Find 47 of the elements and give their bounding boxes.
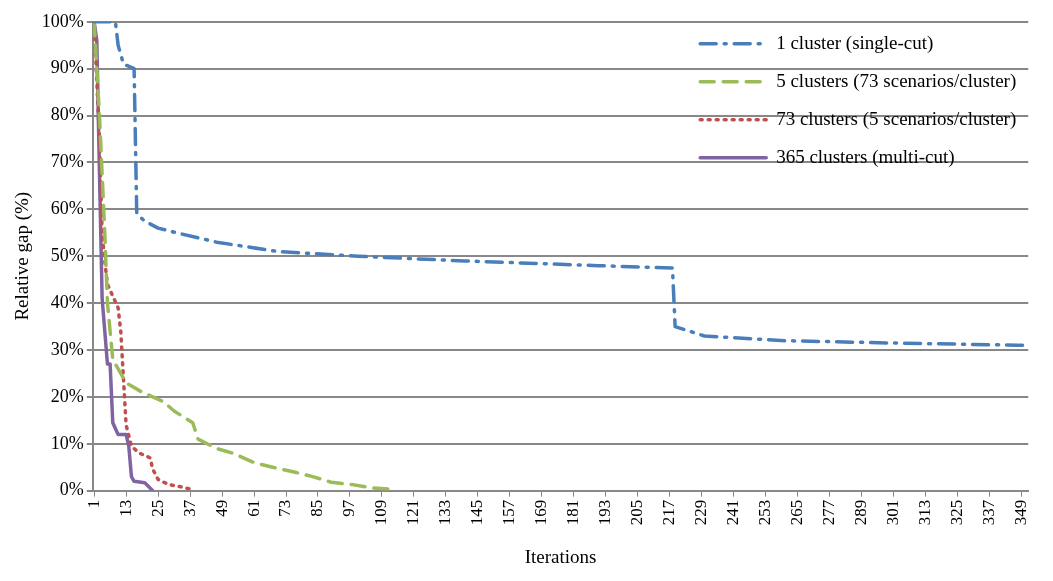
y-tick-label: 70% [50, 151, 84, 172]
x-tick-label: 205 [627, 499, 647, 526]
x-tick-label: 97 [339, 499, 359, 517]
x-tick-label: 157 [499, 499, 519, 526]
y-tick-label: 50% [50, 244, 84, 265]
x-tick-label: 37 [179, 499, 199, 517]
x-tick-label: 325 [947, 499, 967, 526]
x-tick-label: 265 [787, 499, 807, 526]
x-tick-label: 169 [531, 499, 551, 526]
x-axis-title: Iterations [524, 545, 597, 567]
x-tick-label: 85 [307, 499, 327, 517]
x-tick-label: 13 [115, 499, 135, 517]
y-tick-label: 40% [50, 291, 84, 312]
legend-label: 365 clusters (multi-cut) [776, 145, 955, 168]
x-tick-label: 193 [595, 499, 615, 526]
y-tick-label: 0% [59, 479, 84, 500]
y-tick-label: 20% [50, 385, 84, 406]
x-tick-label: 253 [755, 499, 775, 526]
y-axis-title: Relative gap (%) [11, 191, 34, 321]
x-tick-label: 61 [243, 499, 263, 517]
y-tick-label: 80% [50, 104, 84, 125]
x-tick-label: 49 [211, 499, 231, 517]
x-tick-label: 349 [1011, 499, 1031, 526]
y-tick-label: 30% [50, 338, 84, 359]
x-tick-label: 109 [371, 499, 391, 526]
y-tick-label: 60% [50, 198, 84, 219]
x-tick-label: 73 [275, 499, 295, 517]
x-tick-label: 229 [691, 499, 711, 526]
x-tick-label: 313 [915, 499, 935, 526]
x-tick-label: 217 [659, 499, 679, 526]
x-tick-label: 121 [403, 499, 423, 526]
y-tick-label: 100% [41, 10, 84, 31]
x-tick-label: 133 [435, 499, 455, 526]
x-tick-label: 241 [723, 499, 743, 526]
y-tick-label: 90% [50, 57, 84, 78]
x-tick-label: 1 [83, 499, 103, 509]
x-tick-label: 277 [819, 499, 839, 526]
x-tick-label: 145 [467, 499, 487, 526]
x-tick-label: 301 [883, 499, 903, 526]
x-tick-label: 289 [851, 499, 871, 526]
legend-label: 5 clusters (73 scenarios/cluster) [776, 69, 1017, 92]
x-tick-label: 337 [979, 499, 999, 526]
x-tick-label: 181 [563, 499, 583, 526]
legend-label: 73 clusters (5 scenarios/cluster) [776, 107, 1017, 130]
legend-label: 1 cluster (single-cut) [776, 31, 934, 54]
x-tick-label: 25 [147, 499, 167, 517]
y-tick-label: 10% [50, 432, 84, 453]
